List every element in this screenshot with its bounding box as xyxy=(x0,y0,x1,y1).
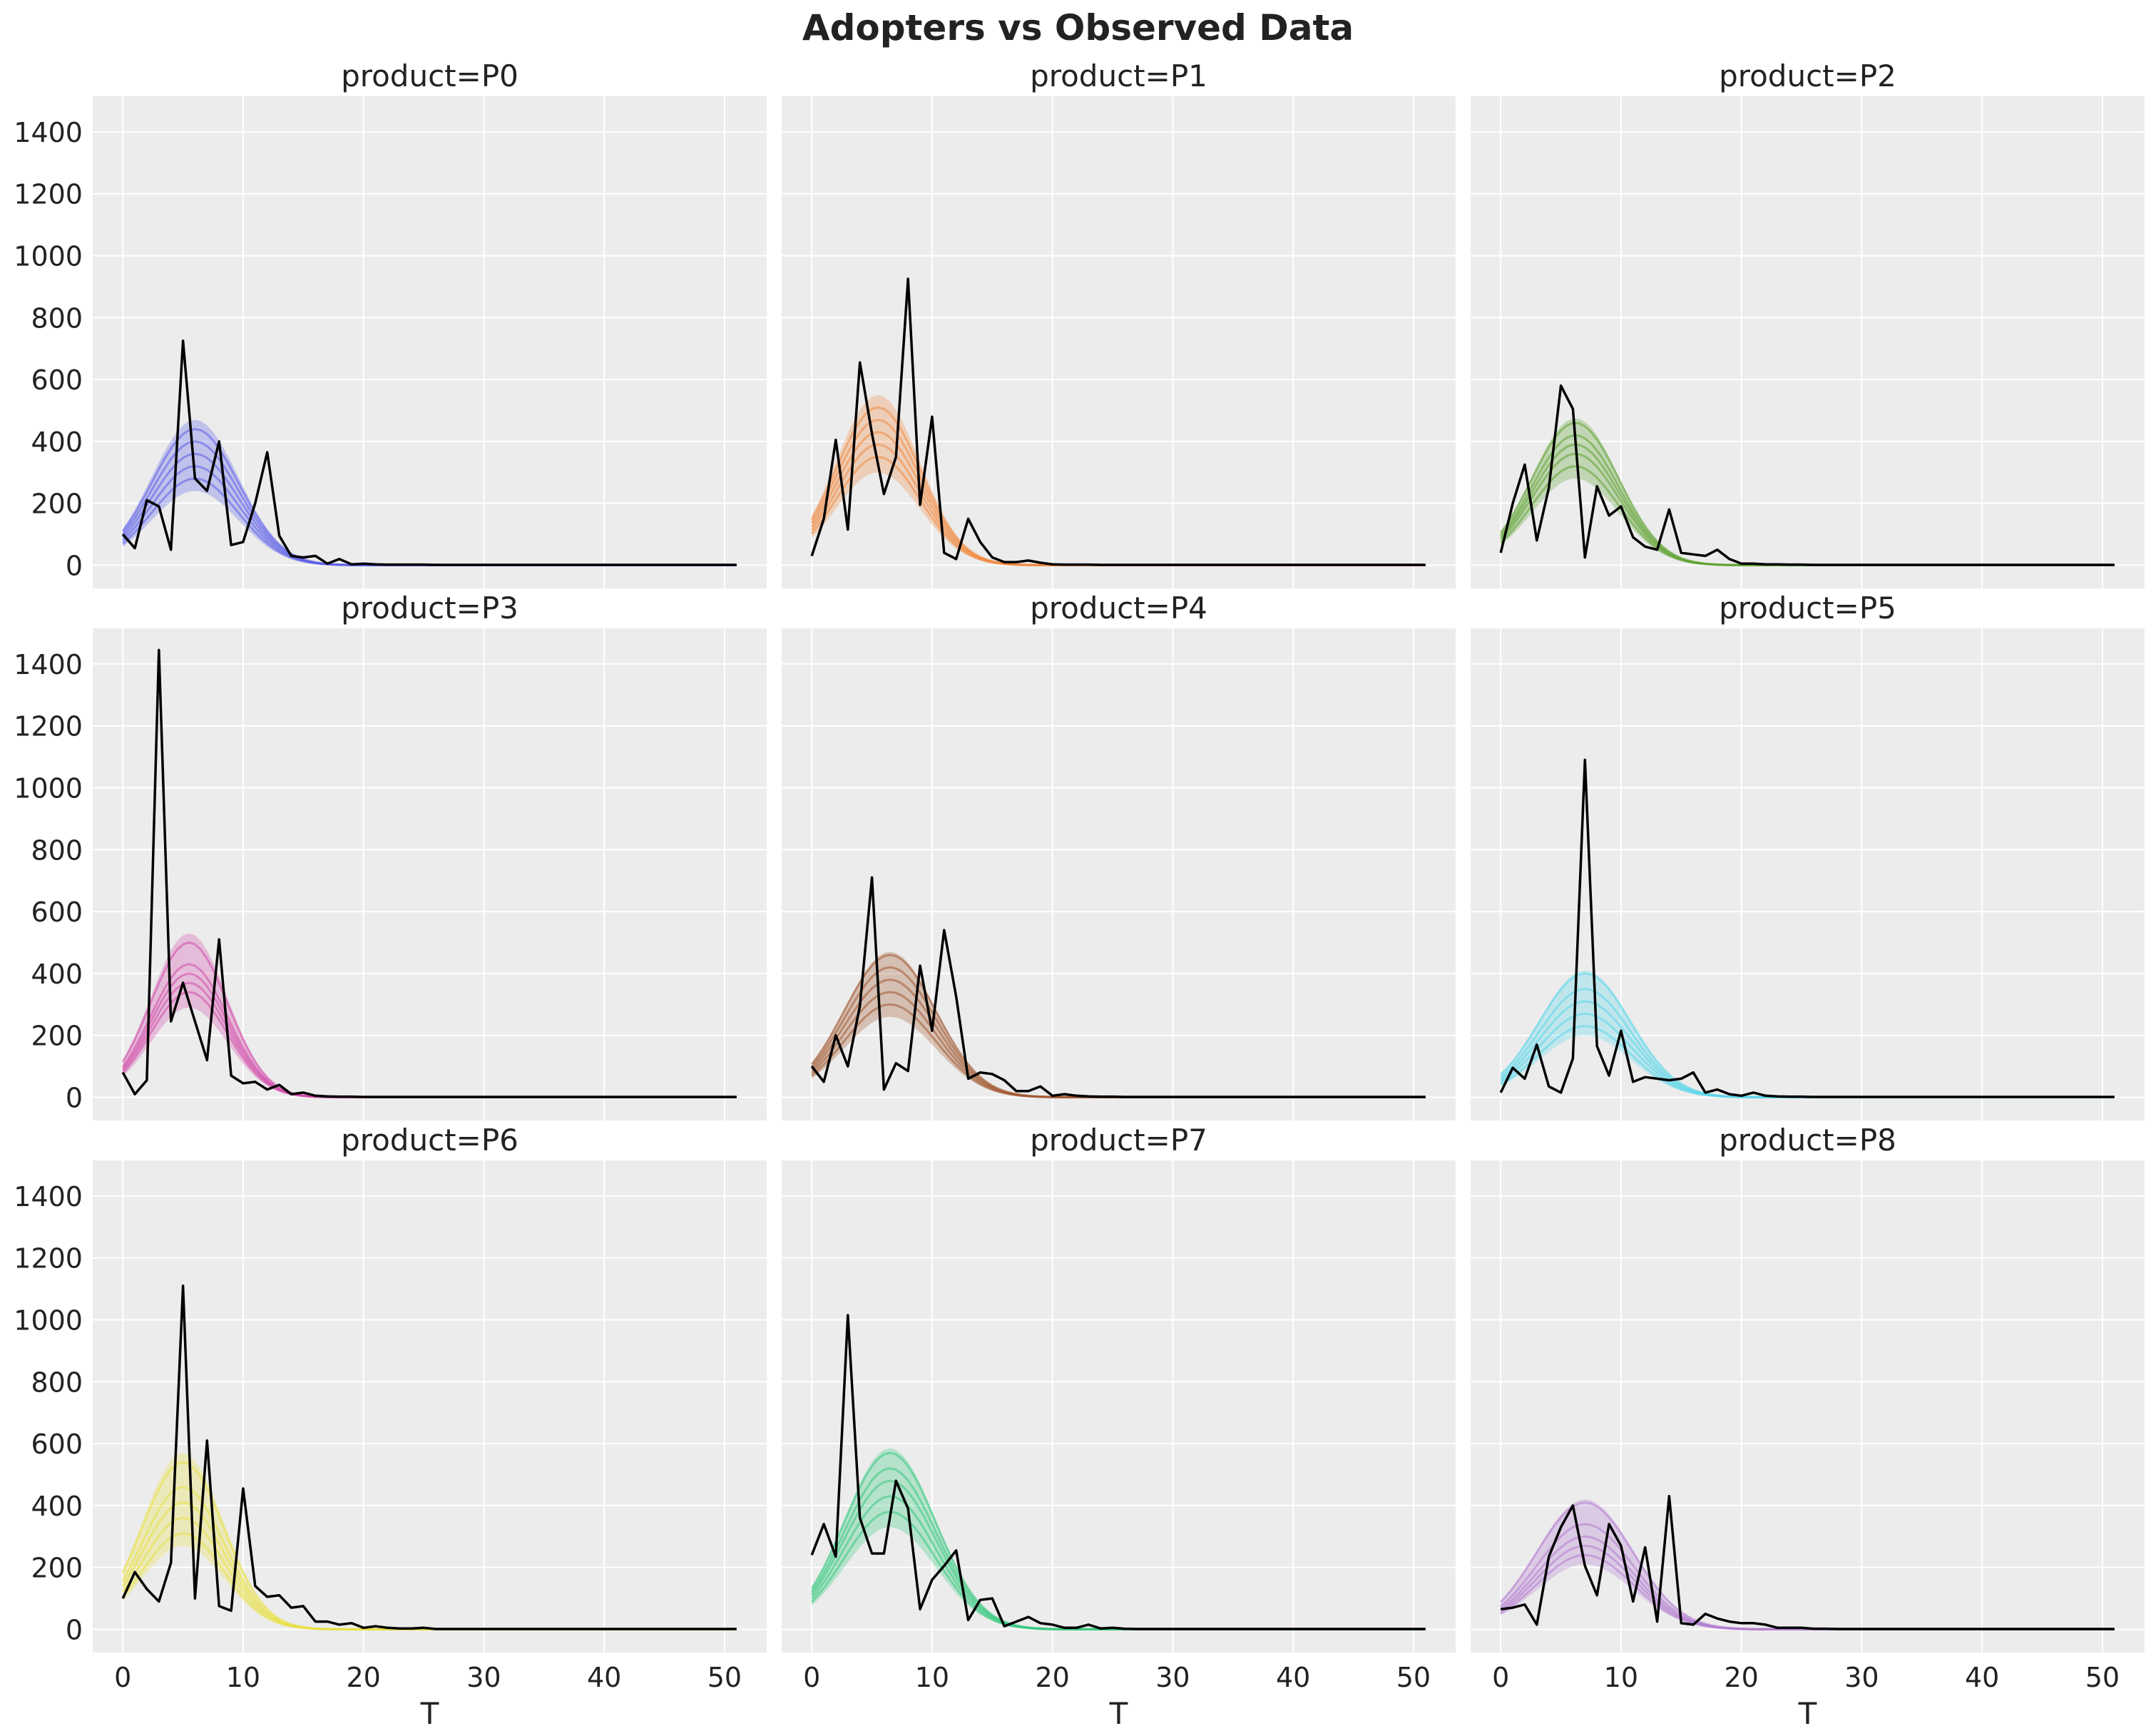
observed-line xyxy=(810,277,1426,566)
x-tick-label: 20 xyxy=(347,1662,381,1693)
panel-title: product=P8 xyxy=(1719,1123,1896,1158)
x-tick-label: 30 xyxy=(1155,1662,1190,1693)
panel-6: product=P6 0 200 400 600 800 1000 1200 1400 0 10 20… xyxy=(14,1123,767,1731)
y-tick-label: 400 xyxy=(31,427,83,458)
y-tick-label: 1200 xyxy=(14,179,83,210)
panel-background xyxy=(782,628,1456,1120)
panel-background xyxy=(1471,1160,2145,1653)
panel-background xyxy=(93,628,767,1120)
x-tick-label: 0 xyxy=(803,1662,820,1693)
x-tick-label: 50 xyxy=(2085,1662,2120,1693)
panel-background xyxy=(1471,628,2145,1120)
y-tick-label: 1400 xyxy=(14,649,83,680)
y-tick-label: 1000 xyxy=(14,1304,83,1336)
observed-line xyxy=(1500,1495,2115,1630)
y-tick-label: 200 xyxy=(31,1021,83,1052)
y-tick-label: 200 xyxy=(31,1553,83,1584)
y-tick-label: 800 xyxy=(31,834,83,866)
x-tick-label: 20 xyxy=(1725,1662,1759,1693)
posterior-band xyxy=(123,933,737,1098)
panel-title: product=P7 xyxy=(1030,1123,1207,1158)
panel-title: product=P0 xyxy=(341,58,518,93)
x-axis-label: T xyxy=(420,1696,439,1728)
y-tick-label: 800 xyxy=(31,302,83,334)
panel-3: product=P3 0 200 400 600 800 1000 1200 1400 xyxy=(14,591,767,1120)
panel-background xyxy=(93,1160,767,1653)
y-tick-label: 1200 xyxy=(14,1243,83,1275)
y-tick-label: 1000 xyxy=(14,772,83,804)
y-tick-label: 600 xyxy=(31,364,83,396)
y-tick-label: 1400 xyxy=(14,1181,83,1212)
panel-2: product=P2 xyxy=(1471,58,2145,588)
panel-background xyxy=(1471,96,2145,588)
x-tick-label: 40 xyxy=(587,1662,621,1693)
x-tick-label: 0 xyxy=(1492,1662,1509,1693)
x-tick-label: 30 xyxy=(466,1662,501,1693)
panel-7: product=P7 0 10 20 30 40 50 T xyxy=(782,1123,1456,1731)
x-tick-label: 40 xyxy=(1965,1662,1999,1693)
posterior-band xyxy=(1501,418,2115,566)
panel-title: product=P3 xyxy=(341,591,518,625)
panel-8: product=P8 0 10 20 30 40 50 T xyxy=(1471,1123,2145,1731)
y-tick-label: 0 xyxy=(66,1082,83,1113)
panel-title: product=P1 xyxy=(1030,58,1207,93)
panel-title: product=P6 xyxy=(341,1123,518,1158)
panel-title: product=P5 xyxy=(1719,591,1896,625)
posterior-band xyxy=(812,394,1426,566)
figure-title: Adopters vs Observed Data xyxy=(802,7,1354,48)
y-tick-label: 0 xyxy=(66,1614,83,1645)
panel-1: product=P1 xyxy=(782,58,1456,588)
observed-line xyxy=(1499,384,2115,566)
x-tick-label: 20 xyxy=(1036,1662,1070,1693)
y-tick-label: 200 xyxy=(31,489,83,520)
y-tick-label: 800 xyxy=(31,1367,83,1398)
y-tick-label: 0 xyxy=(66,550,83,581)
observed-line xyxy=(810,876,1426,1098)
y-tick-label: 600 xyxy=(31,897,83,928)
y-tick-label: 1200 xyxy=(14,711,83,742)
panel-background xyxy=(93,96,767,588)
panel-background xyxy=(782,96,1456,588)
observed-line xyxy=(121,1285,737,1630)
y-tick-label: 400 xyxy=(31,959,83,990)
observed-line xyxy=(121,648,737,1098)
x-axis-label: T xyxy=(1798,1696,1817,1728)
panel-0: product=P0 0 200 400 600 800 1000 1200 1400 xyxy=(14,58,767,588)
x-tick-label: 10 xyxy=(1604,1662,1638,1693)
observed-line xyxy=(810,1314,1426,1630)
posterior-band xyxy=(123,1453,737,1630)
y-tick-label: 1000 xyxy=(14,240,83,272)
panel-title: product=P4 xyxy=(1030,591,1207,625)
y-tick-label: 400 xyxy=(31,1491,83,1522)
x-tick-label: 10 xyxy=(226,1662,260,1693)
y-tick-label: 600 xyxy=(31,1429,83,1460)
observed-line xyxy=(121,339,737,566)
x-tick-label: 50 xyxy=(707,1662,742,1693)
panel-background xyxy=(782,1160,1456,1653)
x-tick-label: 0 xyxy=(114,1662,131,1693)
panel-4: product=P4 xyxy=(782,591,1456,1120)
observed-line xyxy=(1499,758,2115,1098)
x-tick-label: 30 xyxy=(1844,1662,1879,1693)
x-tick-label: 10 xyxy=(915,1662,949,1693)
y-tick-label: 1400 xyxy=(14,117,83,148)
panel-title: product=P2 xyxy=(1719,58,1896,93)
panel-5: product=P5 xyxy=(1471,591,2145,1120)
x-axis-label: T xyxy=(1109,1696,1128,1728)
x-tick-label: 40 xyxy=(1276,1662,1310,1693)
x-tick-label: 50 xyxy=(1396,1662,1431,1693)
